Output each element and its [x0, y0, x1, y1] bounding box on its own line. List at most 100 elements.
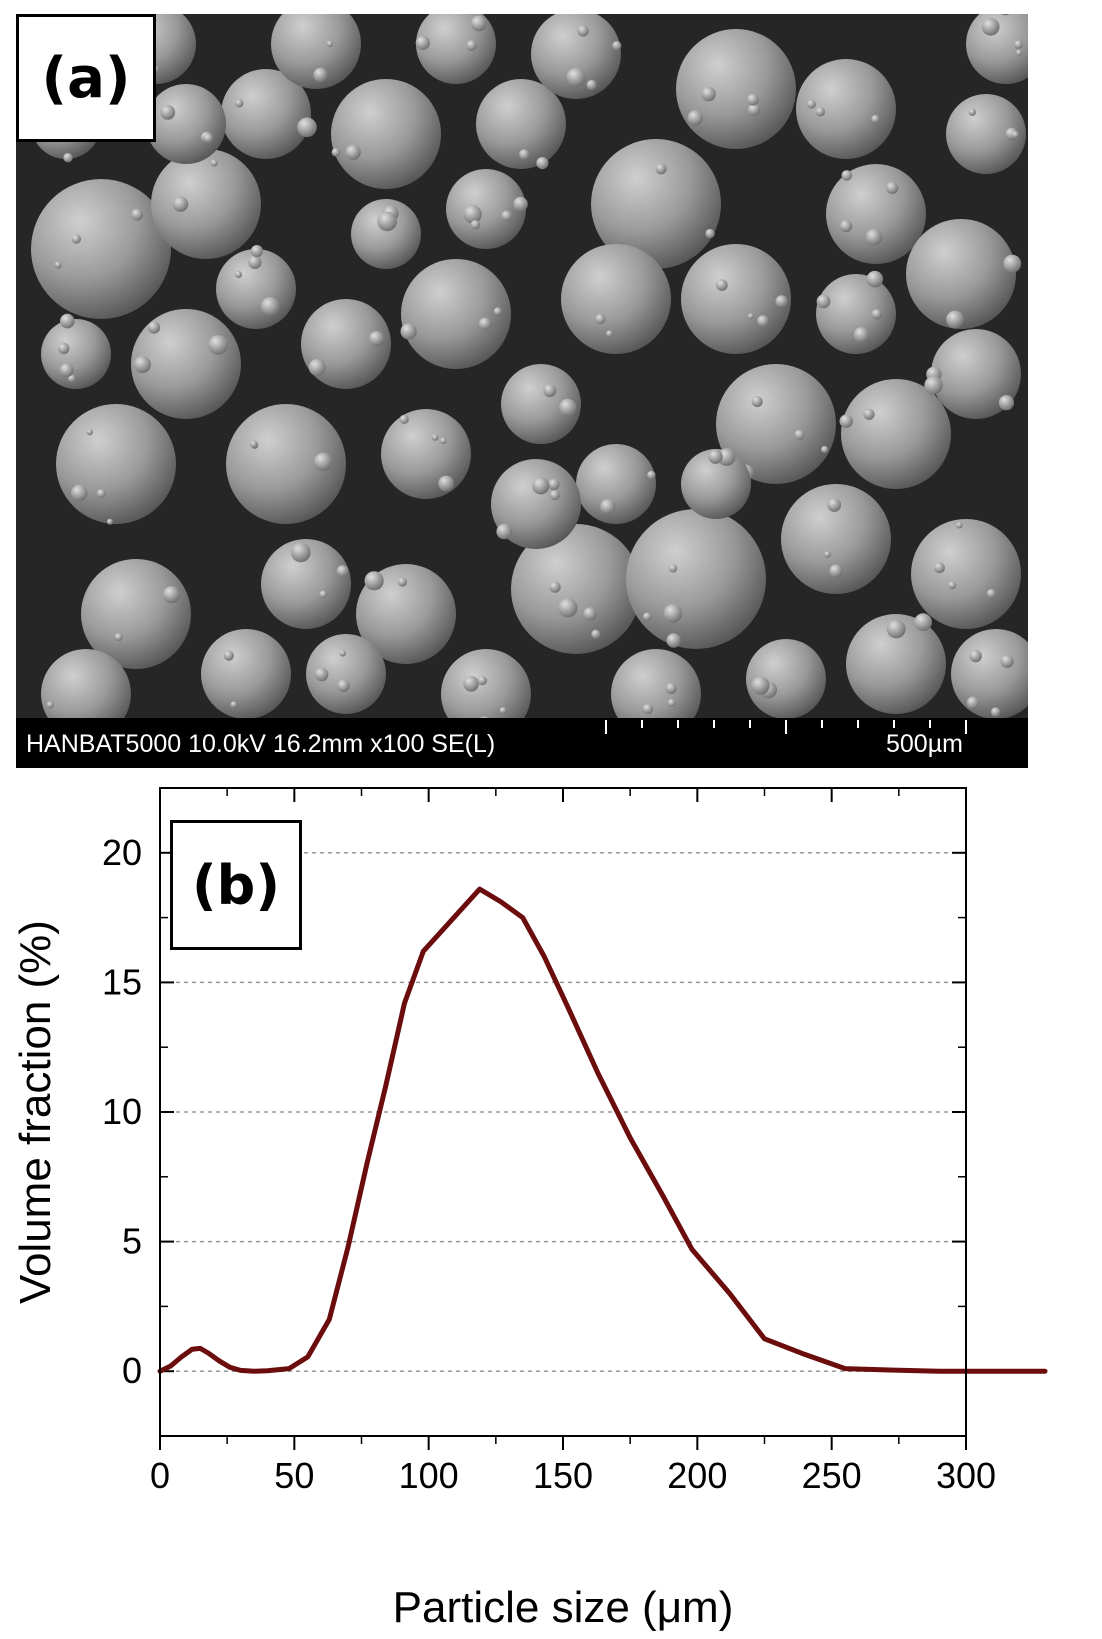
satellite-particle [548, 478, 560, 491]
powder-particle [401, 259, 511, 369]
powder-particle [81, 559, 191, 669]
powder-particle [501, 364, 581, 444]
satellite-particle [415, 35, 430, 50]
satellite-particle [368, 331, 385, 347]
satellite-particle [58, 342, 70, 355]
satellite-particle [559, 398, 577, 417]
satellite-particle [558, 598, 578, 618]
satellite-particle [886, 181, 899, 194]
satellite-particle [68, 374, 76, 383]
powder-particle [31, 179, 171, 319]
volume-fraction-line [157, 886, 1048, 1374]
satellite-particle [717, 448, 736, 466]
plot-frame [159, 787, 967, 1437]
x-tick-label: 300 [936, 1455, 996, 1496]
powder-particle [261, 539, 351, 629]
satellite-particle [669, 564, 678, 573]
x-tick-label: 250 [802, 1455, 862, 1496]
satellite-particle [966, 696, 980, 710]
satellite-particle [308, 358, 326, 376]
powder-particle [56, 404, 176, 524]
satellite-particle [647, 470, 656, 480]
satellite-particle [866, 270, 884, 288]
satellite-particle [470, 15, 487, 32]
panel-a-label: (a) [16, 14, 156, 142]
powder-particle [446, 169, 526, 249]
satellite-particle [663, 604, 683, 623]
satellite-particle [751, 676, 770, 695]
powder-particle [796, 59, 896, 159]
x-tick-label: 150 [533, 1455, 593, 1496]
powder-particle [306, 634, 386, 714]
satellite-particle [687, 110, 703, 126]
powder-particle [41, 649, 131, 718]
powder-particle [626, 509, 766, 649]
satellite-particle [431, 434, 439, 441]
satellite-particle [1016, 49, 1023, 56]
satellite-particle [59, 363, 74, 378]
powder-particle [416, 14, 496, 84]
satellite-particle [131, 208, 143, 221]
satellite-particle [313, 67, 328, 83]
satellite-particle [600, 499, 616, 515]
satellite-particle [172, 196, 189, 212]
satellite-particle [612, 41, 622, 51]
y-tick-label: 5 [122, 1221, 142, 1262]
satellite-particle [46, 701, 54, 709]
satellite-particle [577, 25, 589, 37]
powder-particle [201, 629, 291, 718]
satellite-particle [160, 105, 176, 120]
satellite-particle [549, 490, 560, 501]
powder-particle [846, 614, 946, 714]
satellite-particle [665, 682, 677, 694]
satellite-particle [981, 17, 1000, 36]
satellite-particle [250, 440, 258, 449]
satellite-particle [990, 707, 1001, 717]
satellite-particle [463, 676, 479, 692]
powder-particle [681, 449, 751, 519]
powder-particle [716, 364, 836, 484]
powder-particle [351, 199, 421, 269]
satellite-particle [536, 157, 549, 170]
satellite-particle [643, 612, 652, 621]
satellite-particle [827, 498, 842, 512]
y-tick-label: 15 [102, 961, 142, 1002]
satellite-particle [586, 79, 597, 91]
satellite-particle [496, 523, 512, 540]
satellite-particle [377, 211, 398, 232]
powder-particle [966, 14, 1028, 84]
satellite-particle [705, 228, 715, 239]
satellite-particle [54, 261, 62, 269]
satellite-particle [642, 703, 654, 715]
satellite-particle [747, 103, 761, 116]
powder-particle [561, 244, 671, 354]
powder-particle [41, 319, 111, 389]
satellite-particle [871, 309, 882, 320]
satellite-particle [1014, 40, 1023, 49]
powder-particle [906, 219, 1016, 329]
grid-lines [160, 852, 966, 1372]
satellite-particle [747, 93, 759, 106]
satellite-particle [806, 99, 816, 109]
y-axis-ticks: 0 5 10 15 20 [102, 787, 966, 1437]
powder-particle [681, 244, 791, 354]
y-tick-label: 0 [122, 1350, 142, 1391]
powder-particle [611, 649, 701, 718]
powder-particle [221, 69, 311, 159]
satellite-particle [478, 317, 492, 331]
powder-particle [531, 14, 621, 99]
satellite-particle [794, 429, 805, 440]
satellite-particle [260, 297, 280, 316]
satellite-particle [106, 518, 113, 525]
satellite-particle [840, 220, 853, 233]
powder-particle [931, 329, 1021, 419]
y-axis-title: Volume fraction (%) [11, 920, 60, 1304]
satellite-particle [716, 279, 728, 291]
powder-particle [946, 94, 1026, 174]
powder-particle [226, 404, 346, 524]
satellite-particle [250, 245, 263, 258]
satellite-particle [337, 679, 350, 692]
powder-particle [356, 564, 456, 664]
satellite-particle [934, 562, 945, 574]
powder-particle [676, 29, 796, 149]
